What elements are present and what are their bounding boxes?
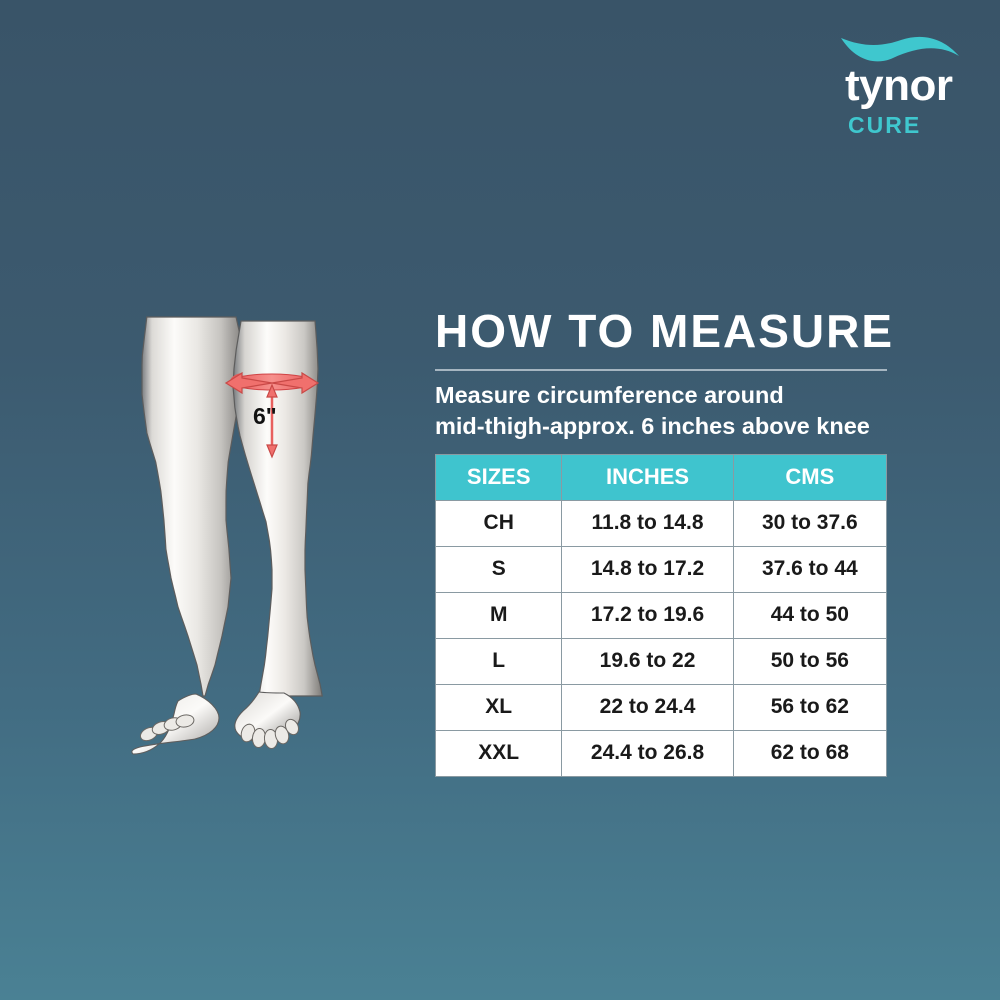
- svg-text:6": 6": [253, 403, 277, 429]
